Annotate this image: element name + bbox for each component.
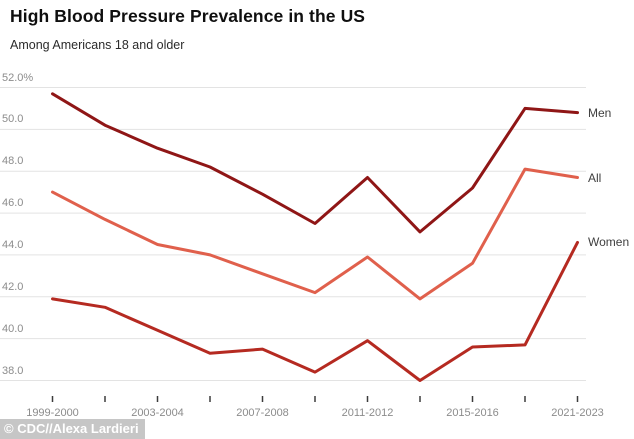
y-axis-tick-label: 52.0% (2, 71, 34, 84)
series-label-all: All (588, 170, 602, 185)
source-watermark: © CDC//Alexa Lardieri (0, 419, 145, 439)
chart-title: High Blood Pressure Prevalence in the US (10, 6, 366, 26)
x-axis-tick-label: 2003-2004 (131, 407, 184, 419)
x-axis-tick-label: 1999-2000 (26, 407, 79, 419)
x-axis-tick-label: 2007-2008 (236, 407, 289, 419)
y-axis-tick-label: 40.0 (2, 322, 24, 335)
x-axis-tick-label: 2015-2016 (446, 407, 499, 419)
chart-subtitle: Among Americans 18 and older (10, 38, 185, 52)
y-axis-tick-label: 46.0 (2, 197, 24, 210)
y-axis-tick-label: 48.0 (2, 155, 24, 168)
y-axis-tick-label: 42.0 (2, 280, 24, 293)
x-axis-tick-label: 2011-2012 (341, 407, 394, 419)
y-axis-tick-label: 38.0 (2, 364, 24, 377)
line-men (51, 92, 579, 234)
line-all (51, 167, 579, 301)
x-axis-tick-label: 2021-2023 (551, 407, 604, 419)
y-axis-tick-label: 44.0 (2, 238, 24, 251)
series-label-women: Women (588, 235, 630, 250)
y-axis-tick-label: 50.0 (2, 113, 24, 126)
line-women (51, 240, 579, 382)
series-label-men: Men (588, 105, 612, 120)
